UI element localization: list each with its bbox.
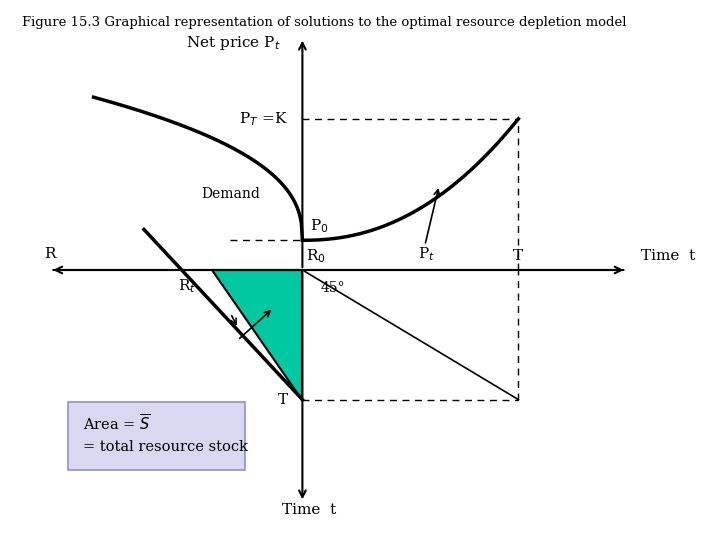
Text: Net price P$_t$: Net price P$_t$ — [186, 34, 281, 52]
Text: P$_T$ =K: P$_T$ =K — [239, 110, 288, 127]
FancyBboxPatch shape — [68, 402, 245, 470]
Text: P$_0$: P$_0$ — [310, 217, 328, 235]
Polygon shape — [212, 270, 302, 400]
Text: T: T — [513, 249, 523, 264]
Text: R$_t$: R$_t$ — [178, 278, 197, 295]
Text: R$_0$: R$_0$ — [306, 248, 325, 265]
Text: Time  t: Time t — [282, 503, 337, 517]
Text: Demand: Demand — [201, 187, 260, 201]
Text: = total resource stock: = total resource stock — [83, 441, 248, 454]
Text: Figure 15.3 Graphical representation of solutions to the optimal resource deplet: Figure 15.3 Graphical representation of … — [22, 16, 626, 29]
Text: Time  t: Time t — [641, 249, 695, 264]
Text: 45°: 45° — [320, 281, 345, 295]
Text: R: R — [45, 247, 56, 261]
Text: T: T — [278, 393, 288, 407]
Text: P$_t$: P$_t$ — [418, 245, 434, 262]
Text: Area = $\overline{S}$: Area = $\overline{S}$ — [83, 413, 150, 433]
